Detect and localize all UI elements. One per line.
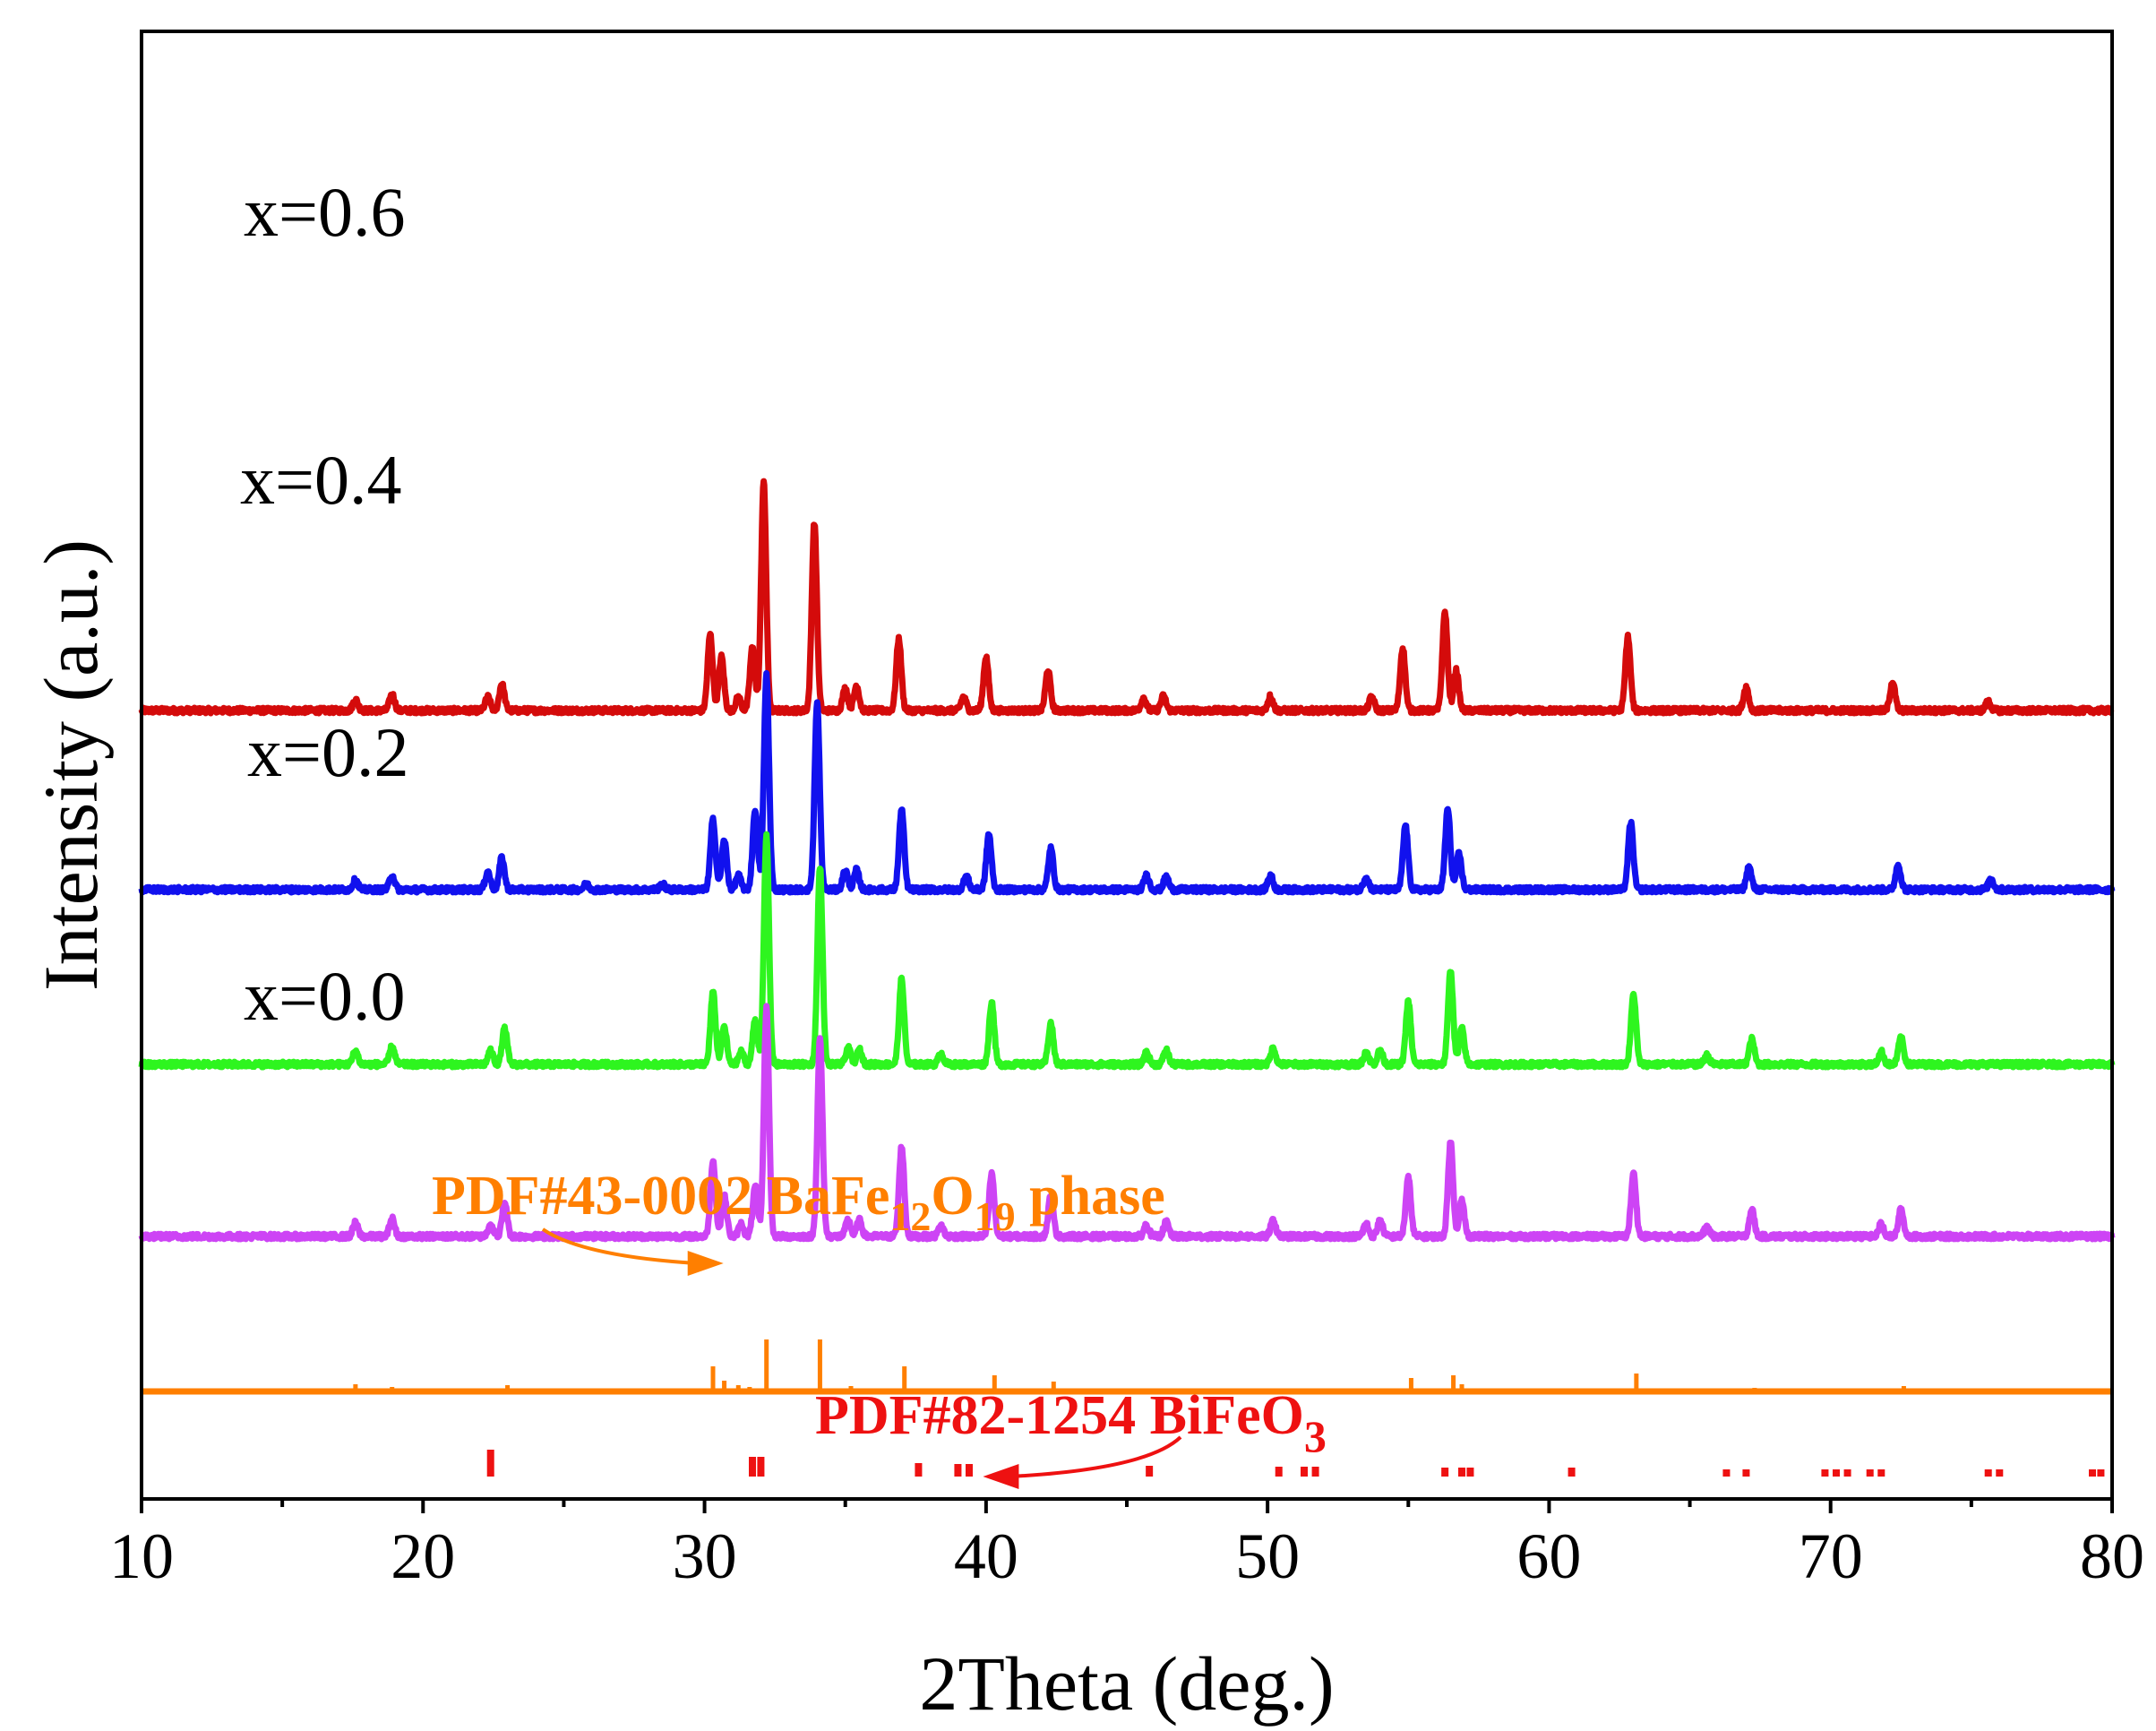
bafe-label-sub1: 12 xyxy=(889,1193,931,1239)
x-tick-label: 50 xyxy=(1235,1520,1300,1592)
reference-line-bifeo3 xyxy=(1821,1469,1829,1477)
reference-line-bifeo3 xyxy=(1458,1468,1465,1477)
bafe-annotation-arrow-line xyxy=(541,1227,697,1265)
bafe-reference-label: PDF#43-0002 BaFe12O19 phase xyxy=(432,1166,1165,1239)
reference-line-bifeo3 xyxy=(1877,1469,1885,1477)
reference-line-bifeo3 xyxy=(1568,1468,1576,1477)
bafe-label-suffix: phase xyxy=(1016,1166,1165,1227)
reference-line-bifeo3 xyxy=(749,1457,756,1477)
x-tick-label: 20 xyxy=(391,1520,455,1592)
x-tick-label: 60 xyxy=(1516,1520,1581,1592)
reference-line-bifeo3 xyxy=(1146,1466,1154,1477)
series-line-x-0-6 xyxy=(138,478,2115,717)
bifeo3-label-sub1: 3 xyxy=(1304,1411,1327,1461)
bifeo3-label-prefix: PDF#82-1254 BiFeO xyxy=(815,1385,1304,1446)
sample-labels: x=0.6 x=0.4 x=0.2 x=0.0 xyxy=(240,173,409,1035)
x-tick-label: 40 xyxy=(954,1520,1018,1592)
x-tick-label: 30 xyxy=(673,1520,737,1592)
x-tick-label: 70 xyxy=(1799,1520,1863,1592)
series-line-x-0-2 xyxy=(138,831,2116,1071)
series-label-x00: x=0.0 xyxy=(244,957,406,1035)
bafe-label-sub2: 19 xyxy=(975,1193,1016,1239)
y-axis-title: Intensity (a.u.) xyxy=(28,539,114,991)
reference-line-bifeo3 xyxy=(1441,1468,1449,1477)
bifeo3-annotation-arrowhead xyxy=(983,1464,1019,1489)
x-axis-title: 2Theta (deg.) xyxy=(919,1641,1334,1727)
reference-line-bifeo3 xyxy=(2089,1469,2096,1477)
bafe-label-mid: O xyxy=(931,1166,974,1227)
x-tick-label: 10 xyxy=(109,1520,174,1592)
reference-line-bifeo3 xyxy=(1742,1469,1750,1477)
reference-line-bifeo3 xyxy=(1301,1467,1308,1477)
reference-line-bifeo3 xyxy=(1866,1469,1874,1477)
reference-line-bifeo3 xyxy=(1833,1469,1840,1477)
series-label-x02: x=0.2 xyxy=(247,713,409,791)
reference-line-bifeo3 xyxy=(1311,1467,1319,1477)
reference-line-bifeo3 xyxy=(954,1464,962,1477)
x-tick-label: 80 xyxy=(2080,1520,2144,1592)
reference-line-bifeo3 xyxy=(486,1450,494,1477)
reference-line-bifeo3 xyxy=(1984,1469,1992,1477)
reference-line-bifeo3 xyxy=(1275,1467,1283,1477)
reference-line-bifeo3 xyxy=(757,1457,765,1477)
bifeo3-annotation-arrow-line xyxy=(1009,1435,1182,1478)
xrd-series-group xyxy=(138,478,2116,1243)
reference-line-bifeo3 xyxy=(1843,1469,1851,1477)
series-line-x-0-4 xyxy=(138,669,2116,896)
annotation-arrows xyxy=(541,1227,1182,1489)
reference-line-bifeo3 xyxy=(1466,1468,1474,1477)
series-label-x06: x=0.6 xyxy=(244,173,406,251)
bafe-label-prefix: PDF#43-0002 BaFe xyxy=(432,1166,889,1227)
series-label-x04: x=0.4 xyxy=(240,441,402,519)
reference-line-bifeo3 xyxy=(1996,1469,2004,1477)
series-line-x-0-0 xyxy=(138,1003,2116,1243)
x-axis-ticks: 10 20 30 40 50 60 70 80 xyxy=(109,1499,2144,1592)
reference-line-bifeo3 xyxy=(966,1464,973,1477)
reference-line-bifeo3 xyxy=(2097,1469,2105,1477)
bafe-annotation-arrowhead xyxy=(687,1251,724,1276)
bifeo3-reference-label: PDF#82-1254 BiFeO3 xyxy=(815,1385,1327,1461)
reference-line-bifeo3 xyxy=(915,1463,923,1477)
reference-line-bifeo3 xyxy=(1722,1469,1731,1477)
reference-patterns-group xyxy=(142,1339,2112,1477)
